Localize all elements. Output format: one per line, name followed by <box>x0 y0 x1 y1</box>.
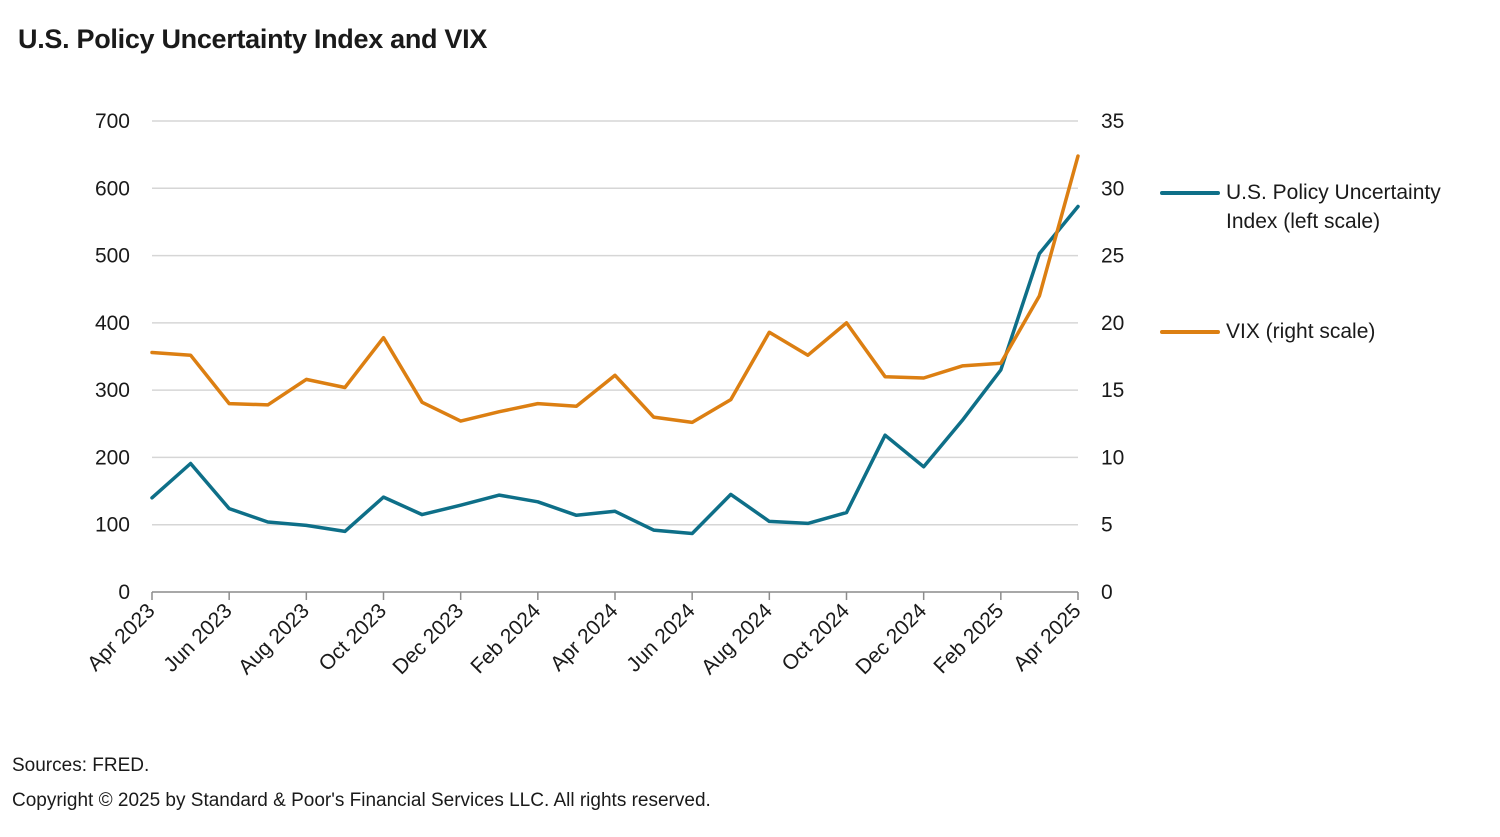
y-left-tick-600: 600 <box>95 177 130 200</box>
legend-label-epu-line1: U.S. Policy Uncertainty <box>1226 181 1441 204</box>
y-right-tick-0: 0 <box>1101 581 1113 604</box>
y-left-tick-200: 200 <box>95 446 130 469</box>
y-right-tick-5: 5 <box>1101 514 1113 537</box>
x-tick-label: Apr 2025 <box>1009 599 1086 676</box>
y-left-tick-700: 700 <box>95 110 130 133</box>
x-tick-label: Dec 2023 <box>388 599 468 679</box>
copyright-note: Copyright © 2025 by Standard & Poor's Fi… <box>12 790 711 811</box>
legend-label-vix: VIX (right scale) <box>1226 320 1376 343</box>
x-tick-label: Feb 2024 <box>466 599 545 678</box>
y-left-tick-500: 500 <box>95 245 130 268</box>
legend-label-epu: U.S. Policy Uncertainty Index (left scal… <box>1226 178 1500 236</box>
axes: 0 100 200 300 400 500 600 700 0 5 10 15 20 25 30 35 Apr … <box>83 110 1124 679</box>
chart-title: U.S. Policy Uncertainty Index and VIX <box>18 24 488 54</box>
y-left-tick-100: 100 <box>95 514 130 537</box>
x-tick-label: Jun 2024 <box>622 599 700 677</box>
y-left-tick-0: 0 <box>118 581 130 604</box>
legend-label-epu-line2: Index (left scale) <box>1226 210 1381 233</box>
legend-swatch-epu <box>1160 191 1220 195</box>
x-tick-label: Apr 2023 <box>83 599 160 676</box>
y-right-tick-20: 20 <box>1101 312 1124 335</box>
series-line-vix <box>150 154 1080 425</box>
y-right-tick-30: 30 <box>1101 177 1124 200</box>
gridlines <box>152 120 1078 526</box>
y-left-tick-400: 400 <box>95 312 130 335</box>
y-right-tick-15: 15 <box>1101 379 1124 402</box>
x-tick-label: Feb 2025 <box>929 599 1008 678</box>
x-tick-label: Apr 2024 <box>546 599 623 676</box>
series-lines <box>150 154 1080 536</box>
x-tick-label: Aug 2023 <box>234 599 314 679</box>
sources-note: Sources: FRED. <box>12 755 150 776</box>
legend-swatch-vix <box>1160 330 1220 334</box>
x-tick-label: Dec 2024 <box>851 599 931 679</box>
x-tick-label: Jun 2023 <box>159 599 236 676</box>
x-tick-label: Oct 2023 <box>315 599 392 676</box>
y-right-tick-35: 35 <box>1101 110 1124 133</box>
x-tick-label: Oct 2024 <box>778 599 855 676</box>
y-right-tick-25: 25 <box>1101 245 1124 268</box>
y-left-tick-300: 300 <box>95 379 130 402</box>
y-right-tick-10: 10 <box>1101 446 1124 469</box>
x-tick-label: Aug 2024 <box>697 599 777 679</box>
